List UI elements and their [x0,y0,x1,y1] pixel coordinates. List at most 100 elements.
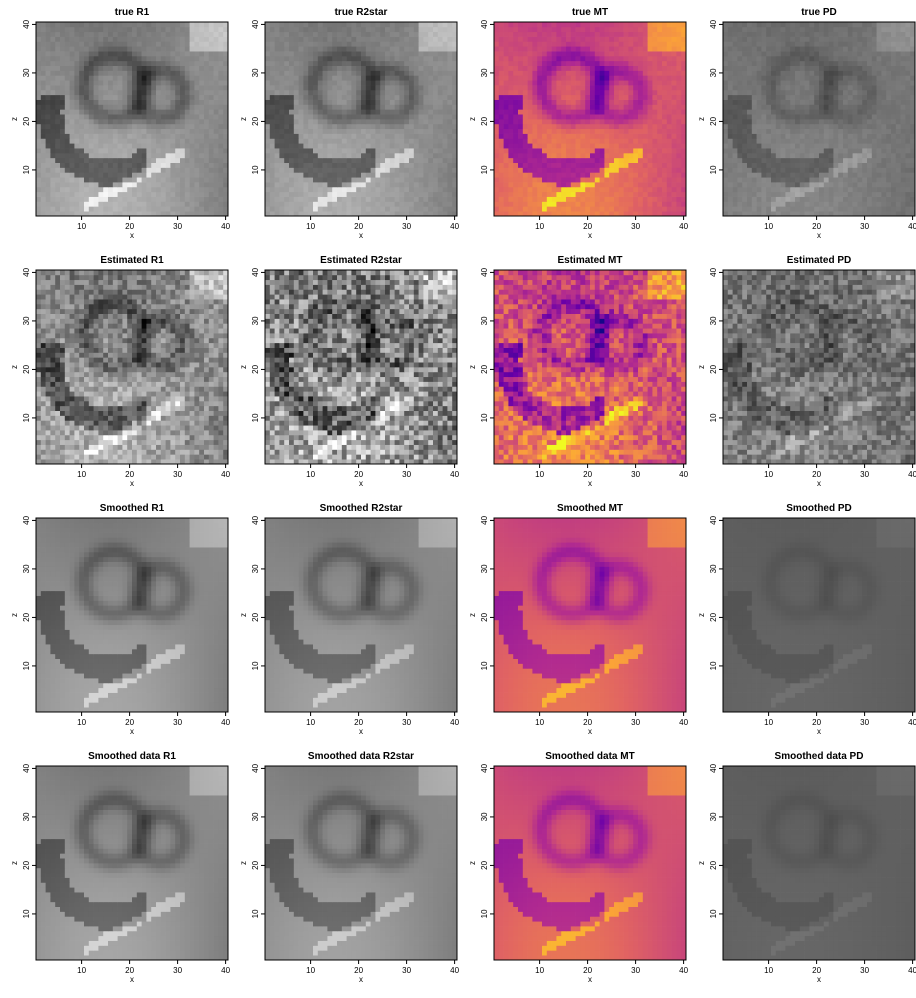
x-tick-label: 30 [402,222,411,231]
x-axis-label: x [359,479,363,488]
x-tick-label: 40 [679,222,688,231]
x-tick-label: 20 [125,966,134,975]
x-tick-label: 40 [908,718,916,727]
y-axis-label: z [468,117,477,121]
x-tick-label: 20 [583,718,592,727]
x-tick-label: 20 [125,470,134,479]
y-tick-label: 30 [480,564,489,573]
y-tick-label: 10 [480,909,489,918]
x-tick-label: 10 [306,470,315,479]
y-tick-label: 40 [480,515,489,524]
x-tick-label: 20 [812,966,821,975]
x-tick-label: 20 [354,966,363,975]
y-tick-label: 20 [22,364,31,373]
y-tick-label: 20 [709,860,718,869]
y-tick-label: 10 [251,909,260,918]
y-axis-label: z [239,117,248,121]
x-axis-label: x [588,975,592,984]
x-tick-label: 10 [764,222,773,231]
y-tick-label: 10 [709,413,718,422]
x-tick-label: 30 [631,222,640,231]
x-tick-label: 20 [125,718,134,727]
y-tick-label: 20 [709,364,718,373]
panel-title: Estimated R1 [100,255,164,266]
y-tick-label: 10 [22,413,31,422]
x-tick-label: 10 [764,718,773,727]
y-tick-label: 20 [22,860,31,869]
heatmap-image [265,22,457,216]
x-tick-label: 10 [306,966,315,975]
y-axis-label: z [697,365,706,369]
y-tick-label: 10 [251,661,260,670]
y-tick-label: 30 [251,68,260,77]
x-axis-label: x [817,727,821,736]
y-axis-label: z [10,613,19,617]
x-tick-label: 40 [679,966,688,975]
x-tick-label: 10 [535,966,544,975]
y-axis-label: z [697,861,706,865]
y-tick-label: 20 [251,860,260,869]
y-tick-label: 30 [251,812,260,821]
x-tick-label: 30 [631,470,640,479]
y-tick-label: 20 [480,860,489,869]
x-tick-label: 40 [450,966,459,975]
panel-title: Smoothed PD [786,503,852,514]
x-tick-label: 10 [764,966,773,975]
x-tick-label: 40 [450,470,459,479]
x-tick-label: 10 [535,718,544,727]
x-axis-label: x [130,231,134,240]
x-tick-label: 10 [306,718,315,727]
x-axis-label: x [130,479,134,488]
x-tick-label: 40 [679,718,688,727]
y-tick-label: 40 [22,19,31,28]
x-tick-label: 10 [77,718,86,727]
x-tick-label: 40 [221,966,230,975]
heatmap-image [36,518,228,712]
y-tick-label: 40 [709,267,718,276]
y-tick-label: 20 [251,364,260,373]
x-axis-label: x [588,727,592,736]
y-tick-label: 10 [251,165,260,174]
x-tick-label: 10 [535,470,544,479]
y-tick-label: 20 [22,612,31,621]
y-tick-label: 10 [709,661,718,670]
y-tick-label: 30 [22,68,31,77]
x-tick-label: 40 [679,470,688,479]
y-tick-label: 30 [480,68,489,77]
y-tick-label: 10 [22,661,31,670]
panel-title: Estimated MT [557,255,622,266]
x-tick-label: 10 [306,222,315,231]
heatmap-image [265,766,457,960]
y-tick-label: 40 [22,515,31,524]
x-axis-label: x [130,975,134,984]
y-tick-label: 20 [22,116,31,125]
panel-title: true R1 [115,7,150,18]
heatmap-image [723,766,915,960]
x-tick-label: 20 [583,470,592,479]
heatmap-image [723,22,915,216]
y-tick-label: 30 [480,812,489,821]
x-tick-label: 30 [173,718,182,727]
x-tick-label: 30 [402,470,411,479]
panel-title: Smoothed data R1 [88,751,176,762]
y-axis-label: z [239,613,248,617]
y-tick-label: 10 [480,165,489,174]
heatmap-image [494,518,686,712]
x-axis-label: x [817,231,821,240]
y-tick-label: 20 [251,116,260,125]
y-tick-label: 40 [480,763,489,772]
y-axis-label: z [10,861,19,865]
y-tick-label: 10 [22,909,31,918]
y-tick-label: 30 [22,564,31,573]
heatmap-image [494,766,686,960]
heatmap-image [723,270,915,464]
x-tick-label: 30 [631,966,640,975]
